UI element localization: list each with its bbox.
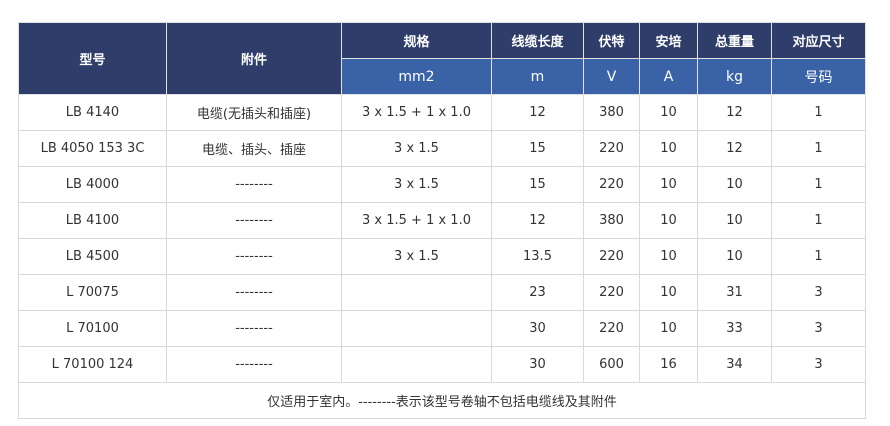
table-cell: 23 (491, 274, 584, 311)
table-cell: 3 x 1.5 + 1 x 1.0 (341, 94, 492, 131)
table-row: LB 4000 -------- 3 x 1.5 15 220 10 10 1 (18, 166, 866, 203)
table-cell: 31 (697, 274, 772, 311)
table-cell: -------- (166, 238, 342, 275)
unit-length: m (491, 58, 584, 95)
header-accessory: 附件 (166, 22, 342, 95)
table-cell: 10 (639, 274, 698, 311)
table-cell: -------- (166, 274, 342, 311)
table-cell: 15 (491, 166, 584, 203)
header-volt: 伏特 (583, 22, 640, 59)
table-cell: L 70100 (18, 310, 167, 347)
table-cell: 380 (583, 202, 640, 239)
table-cell: 1 (771, 202, 866, 239)
table-cell: 30 (491, 310, 584, 347)
table-row: LB 4500 -------- 3 x 1.5 13.5 220 10 10 1 (18, 238, 866, 275)
table-cell: 220 (583, 130, 640, 167)
table-cell: 10 (639, 310, 698, 347)
table-cell: 10 (697, 166, 772, 203)
table-row: LB 4140 电缆(无插头和插座) 3 x 1.5 + 1 x 1.0 12 380 1… (18, 94, 866, 131)
table-cell: 1 (771, 94, 866, 131)
table-cell: 15 (491, 130, 584, 167)
table-cell: L 70100 124 (18, 346, 167, 383)
table-cell: 33 (697, 310, 772, 347)
table-cell: 10 (639, 166, 698, 203)
table-cell: 30 (491, 346, 584, 383)
table-cell: 34 (697, 346, 772, 383)
footer-note: 仅适用于室内。--------表示该型号卷轴不包括电缆线及其附件 (18, 382, 866, 419)
spec-table: 型号 附件 规格 线缆长度 伏特 安培 总重量 对应尺寸 mm2 m V A k… (18, 22, 866, 419)
table-cell: 1 (771, 166, 866, 203)
unit-weight: kg (697, 58, 772, 95)
table-cell: 12 (697, 130, 772, 167)
table-row: LB 4100 -------- 3 x 1.5 + 1 x 1.0 12 380 10 1… (18, 202, 866, 239)
table-cell: 13.5 (491, 238, 584, 275)
header-spec: 规格 (341, 22, 492, 59)
unit-row: mm2 m V A kg 号码 (19, 58, 866, 95)
table-cell: 3 (771, 346, 866, 383)
table-cell: 220 (583, 238, 640, 275)
table-cell: 16 (639, 346, 698, 383)
footer-row: 仅适用于室内。--------表示该型号卷轴不包括电缆线及其附件 (18, 382, 866, 419)
table-cell: 220 (583, 310, 640, 347)
table-cell: LB 4100 (18, 202, 167, 239)
table-cell (341, 274, 492, 311)
table-cell: -------- (166, 166, 342, 203)
table-cell: 12 (491, 202, 584, 239)
table-cell: 3 x 1.5 (341, 130, 492, 167)
table-cell: 3 (771, 310, 866, 347)
header-amp: 安培 (639, 22, 698, 59)
table-cell: 10 (639, 94, 698, 131)
table-cell: -------- (166, 346, 342, 383)
table-cell: LB 4140 (18, 94, 167, 131)
table-cell (341, 310, 492, 347)
table-cell: 10 (697, 238, 772, 275)
unit-size: 号码 (771, 58, 866, 95)
header-weight: 总重量 (697, 22, 772, 59)
table-cell: 3 x 1.5 (341, 238, 492, 275)
header-row: 型号 附件 规格 线缆长度 伏特 安培 总重量 对应尺寸 (18, 22, 866, 95)
table-row: LB 4050 153 3C 电缆、插头、插座 3 x 1.5 15 220 10 12 1 (18, 130, 866, 167)
table-cell: L 70075 (18, 274, 167, 311)
table-cell: LB 4500 (18, 238, 167, 275)
table-cell: 600 (583, 346, 640, 383)
table-cell: -------- (166, 202, 342, 239)
table-cell: 10 (639, 202, 698, 239)
table-cell: 电缆、插头、插座 (166, 130, 342, 167)
table-row: L 70075 -------- 23 220 10 31 3 (18, 274, 866, 311)
table-cell: 1 (771, 238, 866, 275)
table-cell: 380 (583, 94, 640, 131)
table-cell: 电缆(无插头和插座) (166, 94, 342, 131)
header-length: 线缆长度 (491, 22, 584, 59)
table-cell: 10 (639, 130, 698, 167)
table-cell: 3 (771, 274, 866, 311)
unit-volt: V (583, 58, 640, 95)
table-cell: -------- (166, 310, 342, 347)
table-cell: LB 4050 153 3C (18, 130, 167, 167)
table-row: L 70100 -------- 30 220 10 33 3 (18, 310, 866, 347)
table-cell: 3 x 1.5 (341, 166, 492, 203)
table-cell: 10 (639, 238, 698, 275)
unit-spec: mm2 (341, 58, 492, 95)
table-cell: 220 (583, 274, 640, 311)
unit-amp: A (639, 58, 698, 95)
table-cell: 220 (583, 166, 640, 203)
table-cell: 10 (697, 202, 772, 239)
table-cell: 1 (771, 130, 866, 167)
table-cell: 12 (697, 94, 772, 131)
table-cell: 3 x 1.5 + 1 x 1.0 (341, 202, 492, 239)
table-cell: 12 (491, 94, 584, 131)
table-row: L 70100 124 -------- 30 600 16 34 3 (18, 346, 866, 383)
table-cell (341, 346, 492, 383)
header-model: 型号 (18, 22, 167, 95)
header-size: 对应尺寸 (771, 22, 866, 59)
table-cell: LB 4000 (18, 166, 167, 203)
